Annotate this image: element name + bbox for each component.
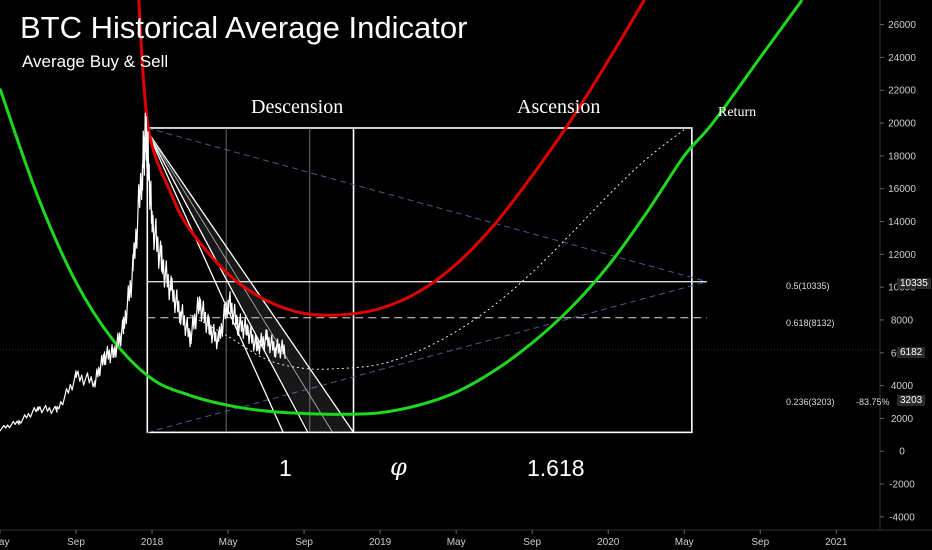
x-tick-label: Sep	[523, 537, 541, 548]
y-axis: 2600024000220002000018000160001400012000…	[879, 0, 916, 530]
x-tick-label: 2019	[369, 537, 392, 548]
price-tag-3203: 3203	[897, 395, 926, 406]
y-tick-label: 18000	[888, 151, 916, 162]
y-tick-label: 12000	[888, 250, 916, 261]
x-tick-label: May	[219, 537, 238, 548]
price-tag-10335: 10335	[897, 278, 931, 289]
upper-parabola-curve	[137, 0, 646, 317]
descension-label: Descension	[251, 96, 344, 118]
x-tick-label: 2021	[825, 537, 848, 548]
chart-series	[0, 0, 804, 432]
fib-level-0236-label: 0.236(3203)	[786, 397, 835, 407]
chart-title: BTC Historical Average Indicator	[20, 10, 468, 45]
btc-price-line	[0, 112, 286, 432]
x-tick-label: Sep	[67, 537, 85, 548]
x-tick-label: Sep	[295, 537, 313, 548]
fib-level-0618-label: 0.618(8132)	[786, 318, 835, 328]
x-tick-label: May	[0, 537, 9, 548]
ratio-golden: 1.618	[527, 455, 585, 481]
y-tick-label: 8000	[891, 315, 914, 326]
x-tick-label: Sep	[751, 537, 769, 548]
change-percent: -83.75%	[856, 397, 890, 407]
y-tick-label: 4000	[891, 381, 914, 392]
fib-box-outline	[146, 127, 693, 434]
return-label: Return	[718, 105, 757, 120]
ratio-one: 1	[279, 455, 292, 481]
y-tick-label: -4000	[889, 512, 915, 523]
x-tick-label: May	[675, 537, 694, 548]
fib-level-05-label: 0.5(10335)	[786, 281, 830, 291]
fan-line	[146, 130, 309, 433]
y-tick-label: 2000	[891, 414, 914, 425]
x-axis: May Sep 2018 May Sep 2019 May Sep 2020 May Sep 2021	[0, 529, 932, 548]
y-tick-label: 20000	[888, 119, 916, 130]
y-tick-label: -2000	[889, 480, 915, 491]
y-tick-label: 14000	[888, 217, 916, 228]
upper-trend-dashed	[147, 127, 708, 283]
y-tick-label: 22000	[888, 86, 916, 97]
price-tag-current: 6182	[897, 347, 926, 358]
ascension-label: Ascension	[517, 96, 601, 118]
y-tick-label: 0	[899, 447, 905, 458]
fib-time-box	[146, 127, 708, 434]
fan-line	[146, 130, 355, 433]
x-tick-label: May	[447, 537, 466, 548]
x-tick-label: 2018	[141, 537, 164, 548]
fan-line	[146, 131, 333, 433]
fan-line	[146, 131, 284, 433]
y-tick-label: 16000	[888, 184, 916, 195]
lower-trend-dashed	[147, 281, 708, 433]
projection-dotted-curve	[189, 129, 685, 370]
x-tick-label: 2020	[597, 537, 620, 548]
lower-parabola-curve	[0, 0, 804, 416]
y-tick-label: 26000	[888, 20, 916, 31]
y-tick-label: 24000	[888, 53, 916, 64]
chart-subtitle: Average Buy & Sell	[22, 52, 169, 71]
ratio-phi: φ	[390, 453, 407, 481]
